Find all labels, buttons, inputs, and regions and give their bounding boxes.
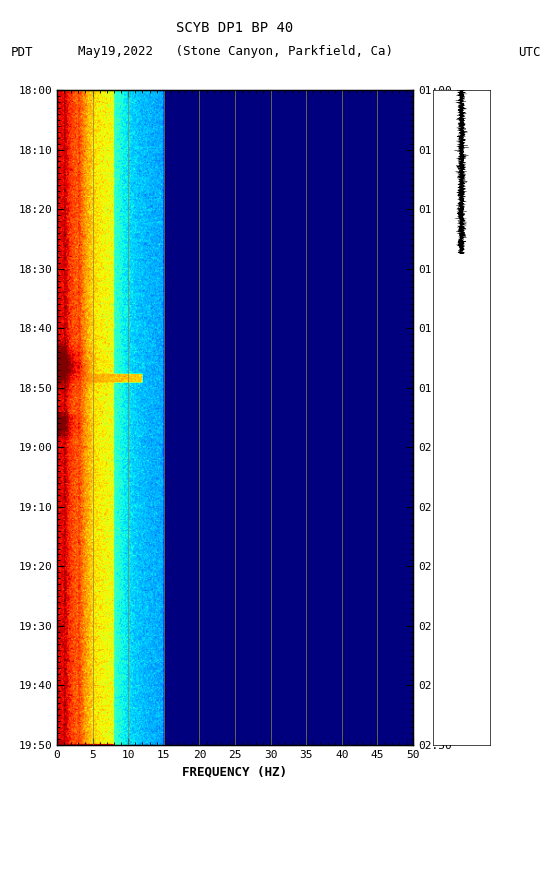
Text: SCYB DP1 BP 40: SCYB DP1 BP 40	[177, 21, 294, 35]
Text: PDT: PDT	[11, 45, 34, 59]
X-axis label: FREQUENCY (HZ): FREQUENCY (HZ)	[183, 765, 288, 779]
Text: UTC: UTC	[518, 45, 541, 59]
Text: ≡USGS: ≡USGS	[8, 18, 50, 32]
Text: May19,2022   (Stone Canyon, Parkfield, Ca): May19,2022 (Stone Canyon, Parkfield, Ca)	[77, 45, 392, 59]
